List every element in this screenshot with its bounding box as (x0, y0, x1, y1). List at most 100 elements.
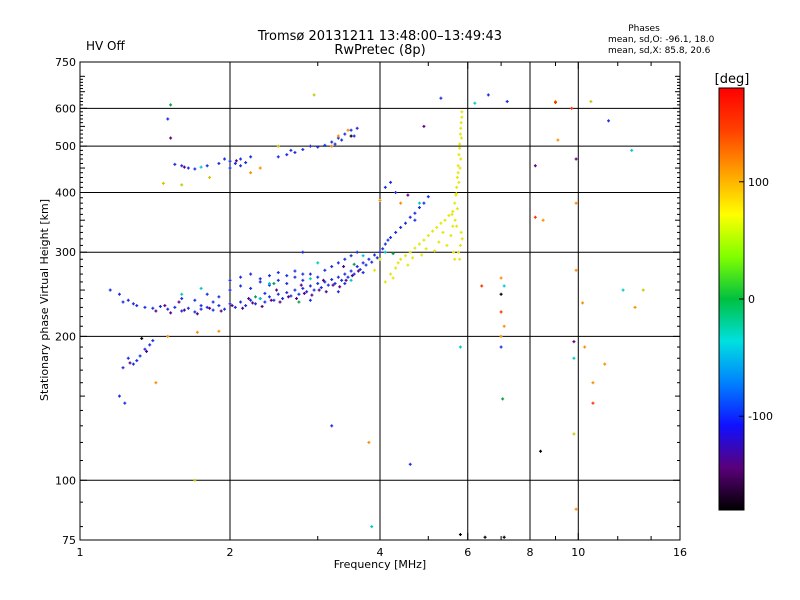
data-point (336, 261, 340, 265)
data-point (364, 263, 368, 267)
data-point (343, 282, 347, 286)
data-point (239, 157, 243, 161)
data-point (458, 132, 462, 136)
data-point (305, 290, 309, 294)
data-point (258, 166, 262, 170)
y-tick-label: 600 (55, 102, 76, 115)
data-point (350, 274, 354, 278)
data-point (591, 381, 595, 385)
data-point (249, 286, 253, 290)
data-point (158, 304, 162, 308)
data-point (607, 119, 611, 123)
data-point (154, 309, 158, 313)
data-point (228, 159, 232, 163)
data-point (343, 132, 347, 136)
data-point (391, 252, 395, 256)
data-point (217, 304, 221, 308)
data-point (330, 140, 334, 144)
data-point (460, 115, 464, 119)
data-point (249, 155, 253, 159)
data-point (533, 215, 537, 219)
hv-status-label: HV Off (86, 39, 125, 53)
data-point (182, 165, 186, 169)
data-point (338, 285, 342, 289)
data-point (253, 302, 257, 306)
data-point (391, 276, 395, 280)
data-point (346, 275, 350, 279)
data-point (228, 278, 232, 282)
data-point (217, 329, 221, 333)
data-point (383, 242, 387, 246)
data-point (458, 166, 462, 170)
data-point (316, 282, 320, 286)
data-point (128, 361, 132, 365)
data-point (151, 339, 155, 343)
data-point (505, 100, 509, 104)
data-point (343, 257, 347, 261)
colorbar-tick-label: 100 (748, 176, 769, 189)
data-point (340, 278, 344, 282)
data-point (299, 283, 303, 287)
data-point (630, 148, 634, 152)
data-point (458, 142, 462, 146)
data-point (502, 535, 506, 539)
data-point (352, 134, 356, 138)
x-tick-label: 4 (377, 546, 384, 559)
data-point (367, 257, 371, 261)
data-point (417, 242, 421, 246)
data-point (473, 101, 477, 105)
y-tick-label: 100 (55, 474, 76, 487)
data-point (251, 301, 255, 305)
data-point (301, 286, 305, 290)
data-point (413, 211, 417, 215)
data-point (454, 192, 458, 196)
data-point (370, 525, 374, 529)
data-point (180, 297, 184, 301)
data-point (455, 224, 459, 228)
data-point (378, 257, 382, 261)
data-point (234, 159, 238, 163)
data-point (458, 243, 462, 247)
data-point (324, 290, 328, 294)
data-point (186, 306, 190, 310)
data-point (333, 142, 337, 146)
data-point (459, 230, 463, 234)
phase-stats-title: Phases (628, 24, 660, 34)
data-point (310, 293, 314, 297)
data-point (570, 106, 574, 110)
data-point (117, 394, 121, 398)
data-point (435, 225, 439, 229)
data-point (169, 103, 173, 107)
data-point (193, 478, 197, 482)
data-point (633, 305, 637, 309)
data-point (308, 277, 312, 281)
data-point (199, 286, 203, 290)
data-point (312, 93, 316, 97)
data-point (422, 201, 426, 205)
data-point (589, 100, 593, 104)
data-point (241, 306, 245, 310)
data-point (574, 268, 578, 272)
data-point (420, 253, 424, 257)
data-point (223, 307, 227, 311)
data-point (151, 306, 155, 310)
data-point (258, 297, 262, 301)
x-tick-label: 16 (673, 546, 687, 559)
data-point (457, 250, 461, 254)
data-point (126, 298, 130, 302)
data-point (426, 195, 430, 199)
data-point (323, 268, 327, 272)
data-point (422, 124, 426, 128)
data-point (166, 307, 170, 311)
data-point (399, 201, 403, 205)
data-point (278, 300, 282, 304)
data-point (169, 311, 173, 315)
data-point (396, 261, 400, 265)
data-point (269, 298, 273, 302)
data-point (249, 171, 253, 175)
data-point (441, 230, 445, 234)
data-point (457, 180, 461, 184)
data-point (138, 354, 142, 358)
data-point (285, 282, 289, 286)
data-point (301, 250, 305, 254)
